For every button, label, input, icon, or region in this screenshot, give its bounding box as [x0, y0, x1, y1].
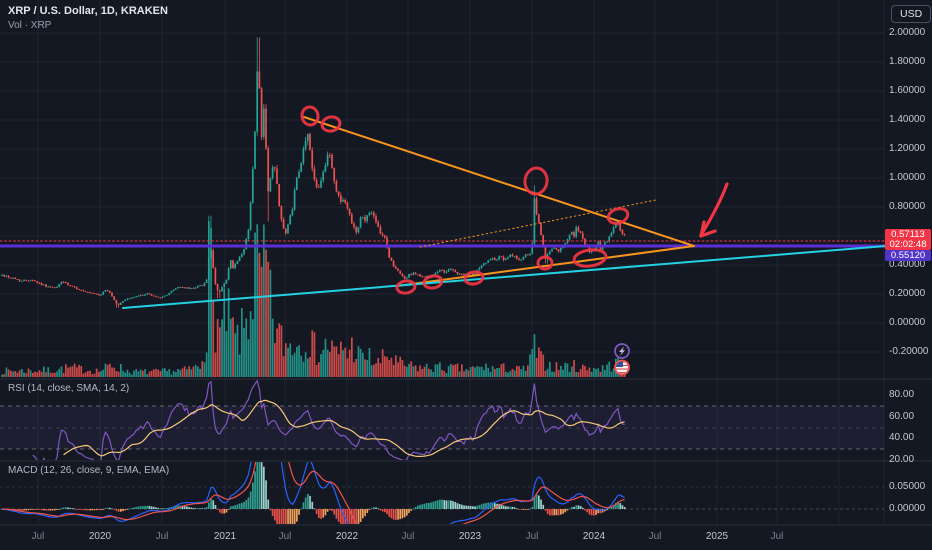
macd-signal-line [1, 462, 625, 524]
red-circle-annotation[interactable] [422, 274, 444, 290]
time-axis[interactable]: Jul 2020 Jul 2021 Jul 2022 Jul 2023 Jul 2024 Jul 20… [0, 526, 932, 550]
red-circle-annotation[interactable] [523, 166, 549, 196]
time-label-month: Jul [648, 531, 662, 542]
axis-label: 0.40000 [889, 259, 926, 270]
red-circle-annotation[interactable] [463, 270, 485, 286]
axis-label: 1.20000 [889, 143, 926, 154]
rsi-band [0, 405, 884, 450]
currency-toggle-button[interactable]: USD [891, 5, 932, 23]
time-label-year: 2023 [458, 531, 482, 542]
rsi-line [32, 380, 625, 460]
axis-label: 0.80000 [889, 201, 926, 212]
axis-label: 80.00 [889, 389, 915, 400]
time-label-month: Jul [770, 531, 784, 542]
drawn-annotations[interactable] [300, 105, 729, 295]
red-circle-annotation[interactable] [300, 105, 320, 127]
volume-bars [1, 221, 626, 377]
price-axis[interactable]: 2.00000 1.80000 1.60000 1.40000 1.20000 1.000… [884, 0, 932, 525]
red-circle-annotation[interactable] [320, 115, 342, 133]
time-label-month: Jul [31, 531, 45, 542]
symbol-title[interactable]: XRP / U.S. Dollar, 1D, KRAKEN [8, 5, 168, 17]
axis-label: 0.05000 [889, 481, 926, 492]
last-price-tag: 0.57113 02:02:48 [885, 229, 931, 250]
bar-countdown: 02:02:48 [889, 239, 927, 250]
pane-separators [0, 0, 932, 526]
time-label-year: 2020 [88, 531, 112, 542]
red-circle-annotation[interactable] [395, 279, 417, 295]
ascending-trendline[interactable] [396, 245, 695, 287]
axis-label: 1.60000 [889, 85, 926, 96]
red-circle-annotation[interactable] [572, 248, 608, 268]
time-label-year: 2021 [213, 531, 237, 542]
time-label-year: 2024 [582, 531, 606, 542]
level-price-tag: 0.55120 [885, 250, 931, 261]
macd-line [1, 462, 625, 524]
axis-label: -0.20000 [889, 346, 929, 357]
time-label-month: Jul [525, 531, 539, 542]
rsi-sma-line [63, 399, 625, 457]
rsi-plot [32, 380, 625, 460]
axis-label: 1.40000 [889, 114, 926, 125]
axis-label: 0.00000 [889, 317, 926, 328]
axis-label: 1.80000 [889, 56, 926, 67]
flag-icon[interactable] [615, 361, 629, 375]
volume-legend[interactable]: Vol · XRP [8, 20, 52, 31]
axis-label: 2.00000 [889, 27, 926, 38]
trend-lines[interactable] [0, 116, 888, 309]
axis-label: 1.00000 [889, 172, 926, 183]
long-term-support-line[interactable] [122, 245, 887, 309]
last-price-value: 0.57113 [891, 229, 925, 240]
axis-label: 60.00 [889, 411, 915, 422]
axis-label: 0.20000 [889, 288, 926, 299]
axis-label: 0.00000 [889, 503, 926, 514]
dotted-ascending-trendline[interactable] [419, 199, 657, 248]
descending-trendline[interactable] [303, 116, 695, 247]
red-circle-annotation[interactable] [536, 255, 554, 271]
legend: XRP / U.S. Dollar, 1D, KRAKEN Vol · XRP [8, 5, 168, 31]
time-label-year: 2022 [335, 531, 359, 542]
red-arrow-annotation[interactable] [699, 182, 729, 237]
time-label-month: Jul [278, 531, 292, 542]
grid-lines [0, 0, 884, 525]
axis-label: 20.00 [889, 454, 915, 465]
red-circle-annotation[interactable] [606, 206, 630, 225]
rsi-indicator-label[interactable]: RSI (14, close, SMA, 14, 2) [8, 383, 130, 394]
macd-plot [1, 462, 626, 524]
event-icons[interactable] [614, 343, 630, 376]
time-label-month: Jul [401, 531, 415, 542]
time-label-year: 2025 [705, 531, 729, 542]
axis-label: 40.00 [889, 432, 915, 443]
macd-indicator-label[interactable]: MACD (12, 26, close, 9, EMA, EMA) [8, 465, 170, 476]
time-label-month: Jul [155, 531, 169, 542]
